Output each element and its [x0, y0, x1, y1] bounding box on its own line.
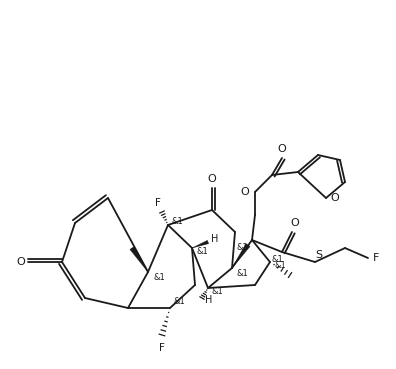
Text: O: O [291, 218, 299, 228]
Text: O: O [241, 187, 249, 197]
Text: &1: &1 [153, 273, 165, 283]
Text: &1: &1 [236, 269, 248, 277]
Text: F: F [373, 253, 379, 263]
Text: O: O [331, 193, 339, 203]
Text: &1: &1 [274, 261, 286, 269]
Text: &1: &1 [211, 287, 223, 297]
Text: H: H [211, 234, 219, 244]
Text: &1: &1 [196, 248, 208, 256]
Text: H: H [205, 295, 213, 305]
Polygon shape [232, 244, 250, 268]
Text: O: O [17, 257, 25, 267]
Text: &1: &1 [173, 297, 185, 307]
Text: O: O [208, 174, 216, 184]
Text: &1: &1 [236, 244, 248, 252]
Text: F: F [155, 198, 161, 208]
Polygon shape [130, 246, 148, 272]
Polygon shape [192, 240, 209, 248]
Text: &1: &1 [171, 217, 183, 225]
Text: O: O [278, 144, 286, 154]
Text: S: S [316, 250, 323, 260]
Text: F: F [159, 343, 165, 353]
Text: &1: &1 [271, 255, 283, 265]
